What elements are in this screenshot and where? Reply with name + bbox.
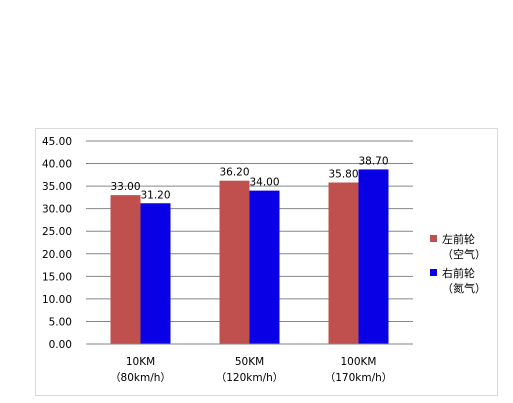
data-label: 34.00 [249,177,279,189]
bar-50KM-series-1 [219,180,250,344]
data-label: 35.80 [328,169,358,181]
bar-100KM-series-2 [358,169,389,344]
bar-10KM-series-2 [140,203,171,344]
x-tick-sublabel: （80km/h） [110,372,171,384]
bars [110,169,389,344]
bar-50KM-series-2 [249,190,280,344]
bar-100KM-series-1 [328,182,359,344]
data-label: 38.70 [358,155,388,167]
x-tick-label: 10KM [126,356,155,368]
bar-10KM-series-1 [110,195,141,344]
y-tick-label: 35.00 [42,181,72,193]
legend-label-series-2-line1: 右前轮 [442,267,475,280]
legend-swatch-series-2 [430,269,437,276]
x-tick-label: 50KM [235,356,264,368]
y-tick-label: 25.00 [42,226,72,238]
y-axis-tick-labels: 0.00 5.00 10.00 15.00 20.00 25.00 30.00 35.00 40… [42,136,72,351]
y-tick-label: 15.00 [42,271,72,283]
x-tick-sublabel: （120km/h） [216,372,284,384]
x-tick-sublabel: （170km/h） [325,372,393,384]
legend-label-series-1-line2: （空气） [442,248,486,261]
y-tick-label: 20.00 [42,249,72,261]
y-tick-label: 45.00 [42,136,72,148]
legend-label-series-2-line2: （氮气） [442,282,486,295]
legend-item-series-1: 左前轮 （空气） [430,232,486,262]
data-label: 33.00 [110,181,140,193]
legend: 左前轮 （空气） 右前轮 （氮气） [430,232,486,296]
legend-label-series-1-line1: 左前轮 [442,233,475,246]
y-tick-label: 5.00 [49,316,72,328]
y-tick-label: 10.00 [42,294,72,306]
y-tick-label: 40.00 [42,159,72,171]
y-tick-label: 30.00 [42,204,72,216]
data-label: 36.20 [219,167,249,179]
y-tick-label: 0.00 [49,339,72,351]
x-tick-label: 100KM [341,356,377,368]
x-axis-tick-labels: 10KM （80km/h） 50KM （120km/h） 100KM （170km/h） [110,356,392,384]
legend-item-series-2: 右前轮 （氮气） [430,266,486,296]
legend-swatch-series-1 [430,235,437,242]
data-label: 31.20 [140,189,170,201]
